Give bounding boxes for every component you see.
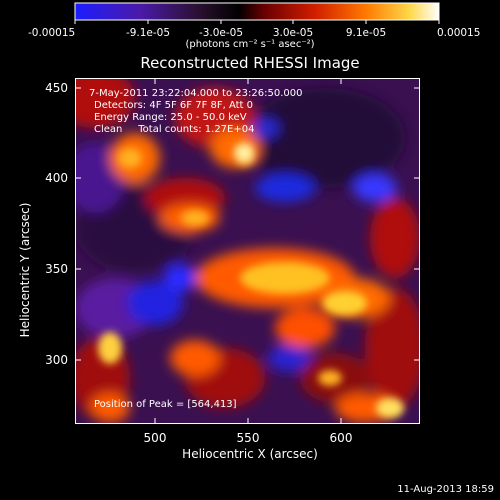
- x-tick-label: 500: [143, 431, 167, 445]
- y-tick-label: 300: [45, 353, 68, 367]
- colorbar-tick-label: -3.0e-05: [198, 27, 244, 39]
- detectors-text: Detectors: 4F 5F 6F 7F 8F, Att 0: [94, 100, 254, 111]
- x-tick-label: 550: [236, 431, 260, 445]
- x-tick-label: 600: [329, 431, 353, 445]
- clean-counts-text: Clean Total counts: 1.27E+04: [94, 124, 255, 135]
- x-axis-label: Heliocentric X (arcsec): [182, 447, 318, 461]
- colorbar: [74, 2, 440, 24]
- y-tick-label: 350: [45, 262, 68, 276]
- colorbar-tick-label: -9.1e-05: [125, 27, 171, 39]
- colorbar-tick-label: -0.00015: [28, 27, 76, 39]
- peak-position-text: Position of Peak = [564,413]: [94, 399, 237, 410]
- colorbar-ticks: [74, 20, 440, 24]
- colorbar-units: (photons cm⁻² s⁻¹ asec⁻²): [185, 39, 315, 50]
- rhessi-image: [75, 78, 420, 424]
- time-range-text: 7-May-2011 23:22:04.000 to 23:26:50.000: [89, 88, 303, 99]
- plot-timestamp: 11-Aug-2013 18:59: [397, 484, 494, 495]
- colorbar-tick-label: 9.1e-05: [345, 27, 387, 39]
- colorbar-tick-label: 3.0e-05: [272, 27, 314, 39]
- colorbar-tick-label: 0.00015: [437, 27, 481, 39]
- y-tick-label: 450: [45, 81, 68, 95]
- image-title: Reconstructed RHESSI Image: [140, 54, 360, 72]
- colorbar-gradient: [74, 2, 440, 21]
- y-tick-label: 400: [45, 171, 68, 185]
- y-axis-label: Heliocentric Y (arcsec): [18, 202, 32, 338]
- energy-range-text: Energy Range: 25.0 - 50.0 keV: [94, 112, 247, 123]
